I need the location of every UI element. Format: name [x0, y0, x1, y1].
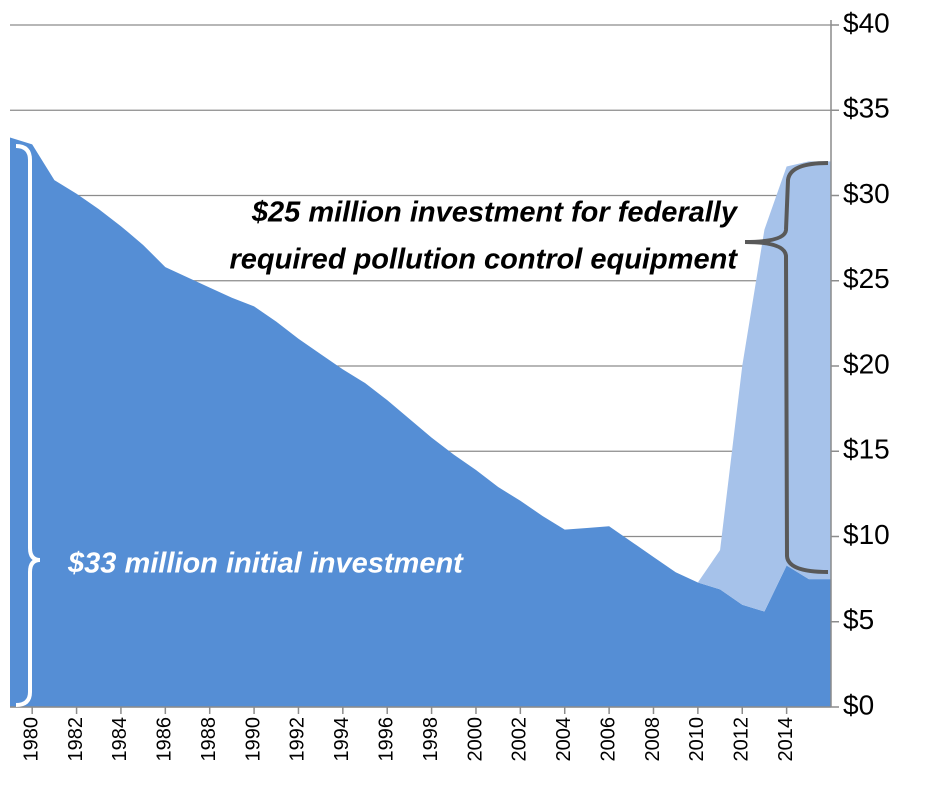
x-tick-label: 2000: [464, 717, 486, 762]
x-tick-label: 1982: [65, 717, 87, 762]
x-tick-label: 2012: [731, 717, 753, 762]
x-tick-label: 1994: [331, 717, 353, 762]
x-tick-label: 2004: [553, 717, 575, 762]
y-tick-label: $5: [843, 604, 874, 635]
y-tick-label: $20: [843, 348, 890, 379]
x-tick-label: 1980: [20, 717, 42, 762]
y-tick-label: $25: [843, 263, 890, 294]
annotation: $33 million initial investment: [67, 548, 464, 580]
y-tick-label: $10: [843, 519, 890, 550]
y-tick-label: $30: [843, 178, 890, 209]
bracket: [744, 161, 829, 574]
x-tick-label: 1998: [420, 717, 442, 762]
annotation: $25 million investment for federally: [251, 197, 739, 229]
y-tick-label: $35: [843, 93, 890, 124]
x-tick-label: 1992: [287, 717, 309, 762]
x-tick-label: 2006: [597, 717, 619, 762]
x-tick-label: 2002: [509, 717, 531, 762]
x-tick-label: 1996: [375, 717, 397, 762]
y-tick-label: $0: [843, 689, 874, 720]
y-tick-label: $15: [843, 434, 890, 465]
x-tick-label: 1984: [109, 717, 131, 762]
area: [697, 161, 831, 612]
x-tick-label: 2010: [686, 717, 708, 762]
x-tick-label: 1990: [242, 717, 264, 762]
x-tick-label: 2008: [642, 717, 664, 762]
x-tick-label: 1988: [198, 717, 220, 762]
y-tick-label: $40: [843, 7, 890, 38]
x-tick-label: 2014: [775, 717, 797, 762]
annotation: required pollution control equipment: [230, 244, 739, 276]
bracket: [15, 144, 41, 707]
area: [10, 137, 831, 707]
x-tick-label: 1986: [154, 717, 176, 762]
